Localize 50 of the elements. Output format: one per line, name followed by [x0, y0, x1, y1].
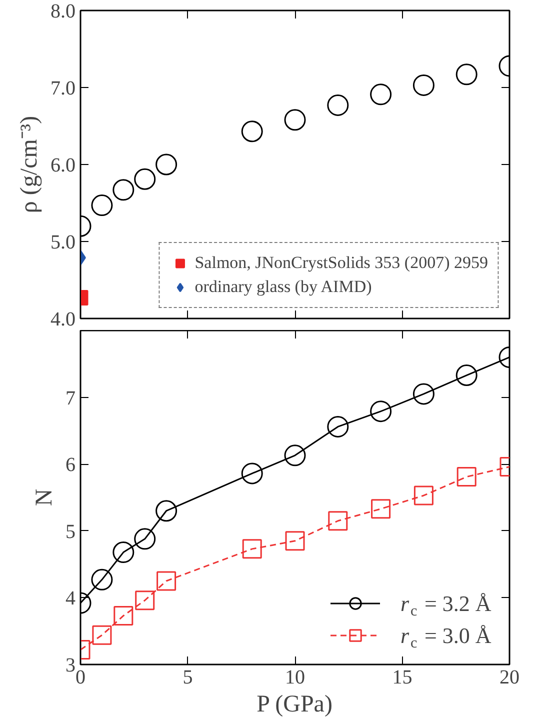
point	[156, 571, 176, 591]
point	[412, 74, 434, 96]
point	[242, 539, 262, 559]
point	[370, 84, 392, 106]
point	[284, 444, 306, 466]
x-axis-title: P (GPa)	[256, 692, 332, 718]
legend-label: Salmon, JNonCrystSolids 353 (2007) 2959	[194, 253, 488, 273]
y-tick-label: 6	[66, 454, 76, 476]
x-tick-label: 20	[500, 666, 520, 688]
point	[91, 568, 113, 590]
point	[456, 364, 478, 386]
point	[327, 94, 349, 116]
y-tick-label: 4.0	[50, 308, 76, 330]
point	[91, 194, 113, 216]
point	[92, 625, 112, 645]
x-tick-label: 0	[76, 666, 86, 688]
point	[285, 531, 305, 551]
x-tick-label: 5	[182, 666, 193, 688]
point	[112, 542, 134, 564]
point	[114, 606, 134, 626]
y-tick-label: 8.0	[50, 0, 76, 22]
y-tick-label: 7.0	[50, 78, 76, 100]
y-axis-title: ρ (g/cm⁻³)	[16, 116, 42, 214]
point	[456, 64, 478, 86]
y-tick-label: 3	[66, 654, 76, 676]
point	[241, 120, 263, 142]
point	[371, 499, 391, 519]
point	[327, 416, 349, 438]
point	[241, 462, 263, 484]
point	[456, 467, 476, 487]
point	[284, 109, 306, 131]
x-tick-label: 15	[392, 666, 412, 688]
point	[156, 500, 178, 522]
y-tick-label: 4	[66, 588, 76, 610]
point	[135, 590, 155, 610]
point	[112, 179, 134, 201]
y-axis-title: N	[32, 488, 58, 506]
point	[134, 528, 156, 550]
point	[414, 486, 434, 506]
point	[328, 511, 348, 531]
point	[412, 383, 434, 405]
point	[156, 154, 178, 176]
y-tick-label: 5.0	[50, 232, 76, 254]
legend-label: ordinary glass (by AIMD)	[194, 277, 372, 297]
point	[134, 168, 156, 190]
x-tick-label: 10	[285, 666, 305, 688]
y-tick-label: 5	[66, 520, 76, 543]
y-tick-label: 6.0	[50, 154, 76, 176]
point	[370, 400, 392, 422]
y-tick-label: 7	[66, 387, 76, 410]
